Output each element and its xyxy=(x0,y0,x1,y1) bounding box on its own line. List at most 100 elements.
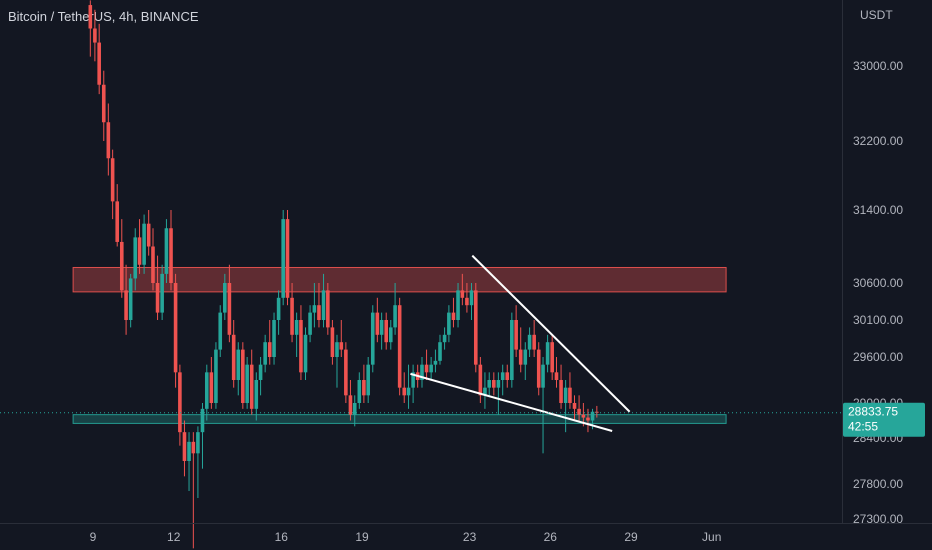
candle-body xyxy=(586,417,590,421)
candle-body xyxy=(357,380,362,403)
candle-body xyxy=(527,334,532,350)
candle-body xyxy=(456,290,460,320)
candle-body xyxy=(487,380,492,388)
price-tick-label: 32200.00 xyxy=(853,134,903,148)
time-tick-label: 23 xyxy=(463,530,477,544)
candle-body xyxy=(263,342,267,365)
candle-body xyxy=(460,290,465,298)
candle-body xyxy=(196,432,200,454)
candle-body xyxy=(169,228,173,283)
candle-body xyxy=(577,408,581,415)
candle-body xyxy=(362,380,366,396)
candle-body xyxy=(550,342,554,373)
candle-body xyxy=(142,223,146,265)
time-tick-label: 19 xyxy=(355,530,369,544)
candle-body xyxy=(249,364,254,409)
last-price-tag: 28833.75 42:55 xyxy=(843,402,925,437)
candle-body xyxy=(200,408,205,433)
candle-body xyxy=(231,334,236,380)
candle-body xyxy=(317,305,321,320)
candle-body xyxy=(294,320,299,335)
candle-body xyxy=(254,380,259,409)
trendline-descending-resistance xyxy=(471,254,631,413)
candle-body xyxy=(572,403,577,409)
candle-body xyxy=(178,372,182,433)
candle-body xyxy=(164,228,169,274)
candle-body xyxy=(492,380,496,388)
candle-body xyxy=(384,320,389,343)
candle-body xyxy=(93,28,97,43)
candle-body xyxy=(523,349,528,365)
price-tick-label: 30600.00 xyxy=(853,276,903,290)
candle-body xyxy=(285,219,290,298)
last-price-countdown: 42:55 xyxy=(848,420,878,434)
candle-body xyxy=(124,290,128,320)
candle-body xyxy=(429,364,433,373)
candle-body xyxy=(321,290,326,320)
price-axis: 33000.00 32200.00 31400.00 30600.00 30100.00… xyxy=(853,59,903,526)
candle-body xyxy=(541,364,545,388)
candle-body xyxy=(133,237,138,279)
candle-body xyxy=(536,349,541,388)
candle-body xyxy=(505,372,510,380)
candle-body xyxy=(276,297,281,320)
trendline-descending-support xyxy=(410,372,613,432)
last-price-value: 28833.75 xyxy=(848,405,898,419)
price-tick-label: 27300.00 xyxy=(853,512,903,526)
candle-body xyxy=(101,84,106,123)
candle-body xyxy=(478,364,483,396)
candle-body xyxy=(375,312,380,335)
candle-body xyxy=(290,297,294,335)
candle-body xyxy=(545,342,550,365)
price-tick-label: 29600.00 xyxy=(853,350,903,364)
time-tick-label: Jun xyxy=(702,530,721,544)
candle-body xyxy=(258,364,263,380)
candle-body xyxy=(182,432,187,461)
price-tick-label: 33000.00 xyxy=(853,59,903,73)
candle-body xyxy=(397,305,402,388)
candle-body xyxy=(97,42,101,85)
candle-body xyxy=(155,283,160,313)
candle-body xyxy=(559,380,563,403)
candle-body xyxy=(473,290,478,365)
candle-body xyxy=(554,372,559,380)
candle-body xyxy=(119,241,124,291)
chart-title: Bitcoin / TetherUS, 4h, BINANCE xyxy=(8,9,199,24)
candle-body xyxy=(563,387,568,403)
candle-body xyxy=(191,441,196,454)
candle-body xyxy=(447,312,451,335)
candle-body xyxy=(308,312,312,335)
candle-body xyxy=(223,283,227,313)
time-tick-label: 9 xyxy=(90,530,97,544)
price-unit: USDT xyxy=(860,8,893,22)
candle-body xyxy=(214,349,218,403)
candle-body xyxy=(518,349,523,365)
candle-body xyxy=(388,327,393,343)
candle-body xyxy=(330,327,335,357)
candle-body xyxy=(236,349,241,380)
candle-body xyxy=(379,320,384,335)
candle-body xyxy=(106,122,111,159)
candle-body xyxy=(110,158,115,202)
candle-body xyxy=(267,342,272,357)
candle-body xyxy=(352,403,357,415)
candle-body xyxy=(442,334,447,343)
time-tick-label: 29 xyxy=(624,530,638,544)
candle-body xyxy=(227,283,232,335)
candle-body xyxy=(469,290,474,306)
candle-body xyxy=(137,237,142,265)
candle-body xyxy=(299,320,303,373)
candle-body xyxy=(303,334,308,373)
price-tick-label: 27800.00 xyxy=(853,477,903,491)
candle-body xyxy=(433,360,438,365)
candle-body xyxy=(581,414,586,418)
candle-body xyxy=(88,5,93,29)
candle-body xyxy=(335,342,339,357)
candle-body xyxy=(510,320,514,380)
candle-body xyxy=(209,372,214,403)
candle-body xyxy=(451,312,456,320)
candle-body xyxy=(424,364,429,373)
candle-body xyxy=(204,372,209,409)
